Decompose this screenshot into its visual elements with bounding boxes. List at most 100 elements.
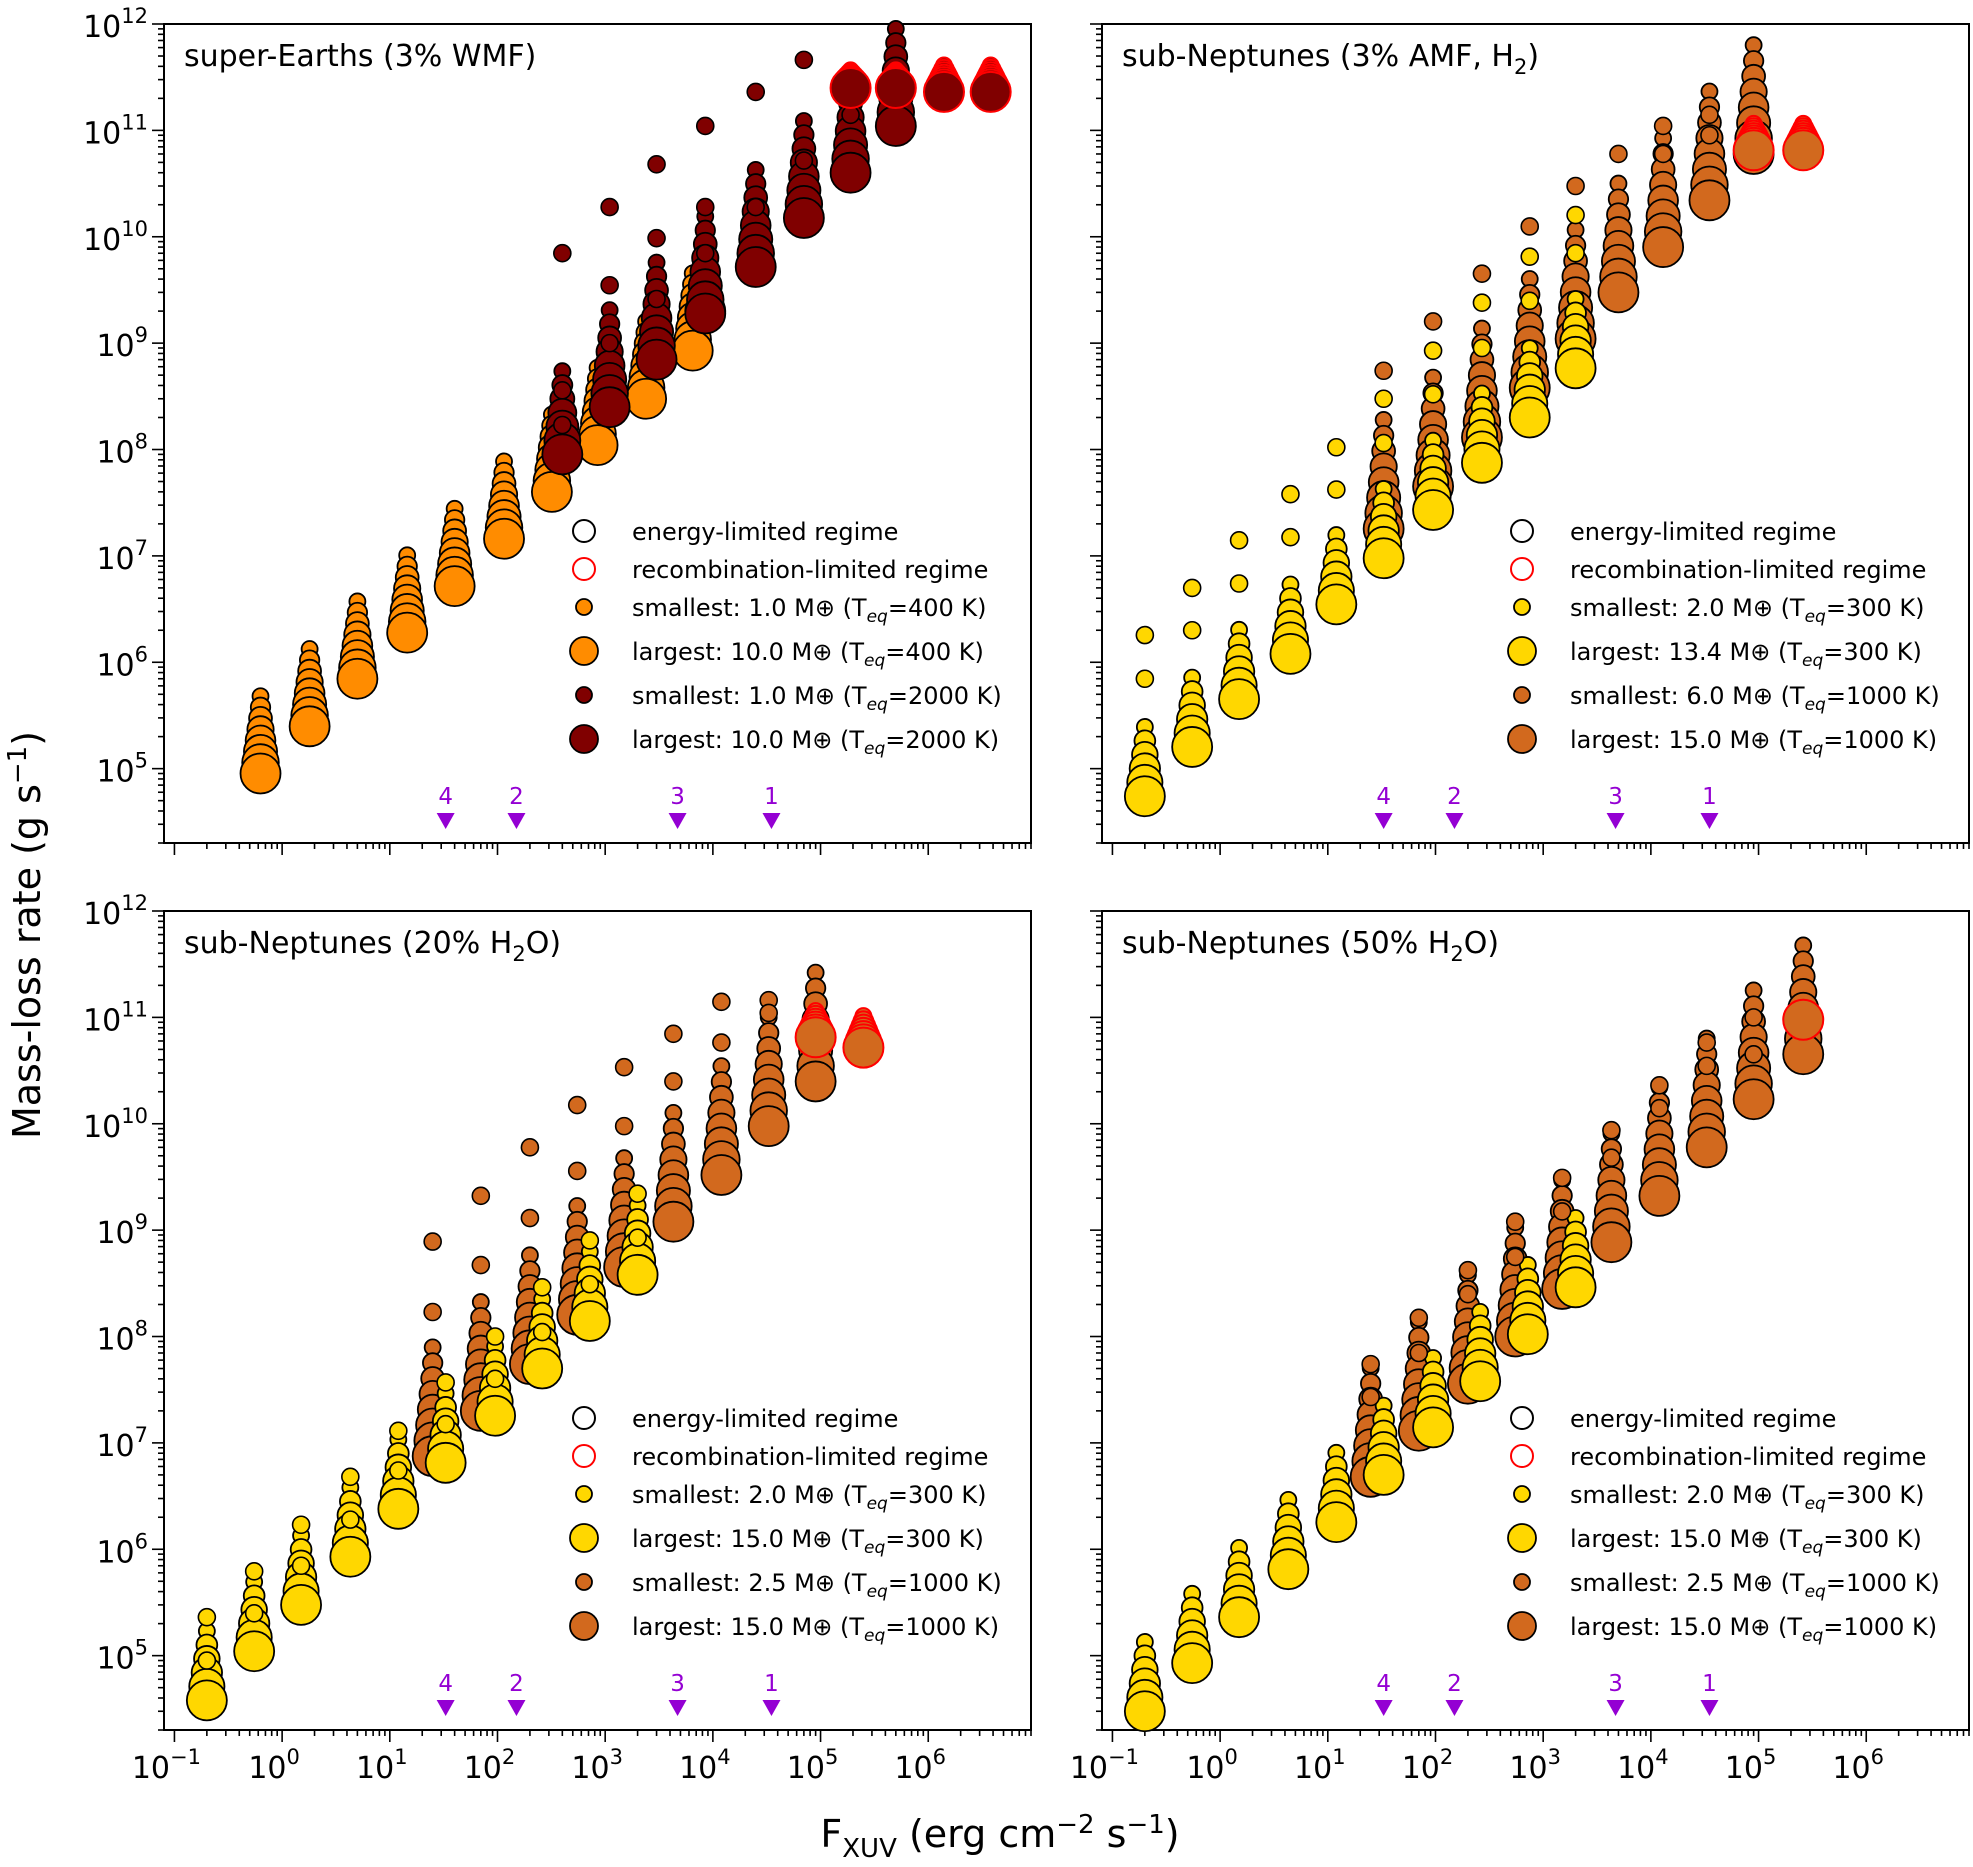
- legend-large-marker: [1507, 1611, 1537, 1641]
- data-point: [1269, 632, 1312, 675]
- legend-label: energy-limited regime: [1570, 518, 1836, 546]
- data-point: [1650, 1098, 1669, 1118]
- data-point: [1700, 125, 1719, 145]
- planet-marker-label: 4: [438, 784, 453, 810]
- x-tick-label: 104: [1617, 1745, 1669, 1786]
- planet-marker-triangle: [1606, 1700, 1625, 1716]
- data-point: [474, 1394, 516, 1437]
- x-tick-label: 102: [1402, 1745, 1454, 1786]
- planet-marker-triangle: [668, 813, 687, 829]
- ticks: [1090, 23, 1970, 855]
- legend-energy-limited-marker: [1510, 519, 1534, 543]
- data-point: [567, 1095, 587, 1115]
- planet-marker-label: 2: [1447, 784, 1462, 810]
- planet-marker-label: 1: [1702, 784, 1717, 810]
- legend-label: smallest: 2.0 M⊕ (Teq=300 K): [1570, 1481, 1925, 1514]
- data-point: [614, 1057, 634, 1077]
- data-point: [1229, 531, 1249, 550]
- legend-label: largest: 15.0 M⊕ (Teq=1000 K): [1570, 726, 1937, 759]
- data-point: [712, 1033, 731, 1052]
- data-point: [1505, 1212, 1525, 1232]
- planet-marker-triangle: [1445, 813, 1464, 829]
- planet-marker-label: 3: [1608, 784, 1623, 810]
- planet-marker-label: 3: [670, 1671, 685, 1697]
- planet-marker-triangle: [762, 1700, 781, 1716]
- x-tick-label: 102: [464, 1745, 516, 1786]
- data-point: [1520, 291, 1540, 311]
- planet-marker-triangle: [436, 813, 455, 829]
- data-point: [1508, 396, 1551, 439]
- data-point: [233, 1630, 276, 1673]
- y-tick-label: 105: [96, 1636, 148, 1677]
- data-point: [1361, 1354, 1380, 1374]
- data-point: [580, 1231, 600, 1250]
- data-points: [1123, 36, 1825, 818]
- data-point: [239, 752, 282, 795]
- x-tick-label: 101: [1294, 1745, 1346, 1786]
- data-point: [485, 1369, 505, 1389]
- planet-marker-triangle: [436, 1700, 455, 1716]
- planet-marker-label: 1: [764, 784, 779, 810]
- data-point: [874, 105, 917, 147]
- data-point: [1685, 1126, 1728, 1169]
- data-point: [1423, 312, 1443, 331]
- planet-marker-label: 2: [509, 784, 524, 810]
- data-point: [483, 517, 525, 560]
- data-point: [532, 1278, 552, 1297]
- y-tick-label: 107: [96, 536, 148, 577]
- data-point: [1458, 1260, 1478, 1280]
- data-point: [1472, 264, 1492, 283]
- legend-small-marker: [1513, 1573, 1531, 1591]
- data-point: [647, 289, 666, 309]
- data-point: [684, 292, 727, 335]
- planet-marker-triangle: [1606, 813, 1625, 829]
- data-point: [1602, 1120, 1621, 1140]
- data-point: [389, 1421, 408, 1441]
- planet-marker-label: 2: [1447, 1671, 1462, 1697]
- data-point: [1566, 243, 1585, 263]
- legend: energy-limited regime recombination-limit…: [569, 1405, 1002, 1646]
- data-point: [1182, 620, 1202, 640]
- data-point: [695, 243, 715, 263]
- planet-marker-triangle: [1374, 1700, 1393, 1716]
- x-tick-label: 105: [1725, 1745, 1777, 1786]
- panel-4: 10−1 100 101 102 103 104 105 106 sub-Neptunes (5…: [1070, 910, 1970, 1786]
- planet-marker-triangle: [507, 1700, 526, 1716]
- data-points: [1123, 936, 1825, 1733]
- data-point: [1554, 1266, 1597, 1309]
- x-tick-label: 103: [1509, 1745, 1561, 1786]
- data-point: [1650, 1075, 1669, 1095]
- data-point: [280, 1583, 322, 1626]
- data-point: [1315, 583, 1358, 626]
- data-points: [185, 963, 885, 1722]
- legend-label: recombination-limited regime: [632, 1443, 988, 1471]
- data-point: [616, 1253, 659, 1296]
- data-point: [700, 1154, 743, 1196]
- legend-label: smallest: 2.0 M⊕ (Teq=300 K): [632, 1481, 987, 1514]
- data-point: [1423, 341, 1443, 360]
- data-point: [436, 1373, 455, 1392]
- data-point: [485, 1327, 505, 1346]
- data-point: [794, 1060, 837, 1103]
- planet-markers: 4 2 3 1: [436, 1671, 781, 1716]
- planet-markers: 4 2 3 1: [1374, 1671, 1719, 1716]
- data-point: [1362, 537, 1405, 580]
- data-point: [1566, 176, 1585, 196]
- data-point: [695, 116, 715, 136]
- data-point: [291, 1515, 311, 1535]
- legend-label: smallest: 2.5 M⊕ (Teq=1000 K): [1570, 1569, 1940, 1602]
- planet-markers: 4 2 3 1: [1374, 784, 1719, 829]
- data-point: [1552, 1202, 1572, 1221]
- data-point: [794, 50, 814, 70]
- legend-label: largest: 13.4 M⊕ (Teq=300 K): [1570, 638, 1922, 671]
- data-point: [1520, 247, 1540, 266]
- legend-small-marker: [1513, 1485, 1531, 1503]
- ticks: [1090, 910, 1970, 1742]
- data-point: [553, 415, 572, 435]
- data-point: [1409, 1343, 1429, 1363]
- data-point: [1135, 669, 1155, 689]
- legend-large-marker: [569, 724, 599, 754]
- data-point: [436, 1414, 455, 1434]
- data-point: [291, 1556, 311, 1576]
- data-point: [576, 424, 619, 467]
